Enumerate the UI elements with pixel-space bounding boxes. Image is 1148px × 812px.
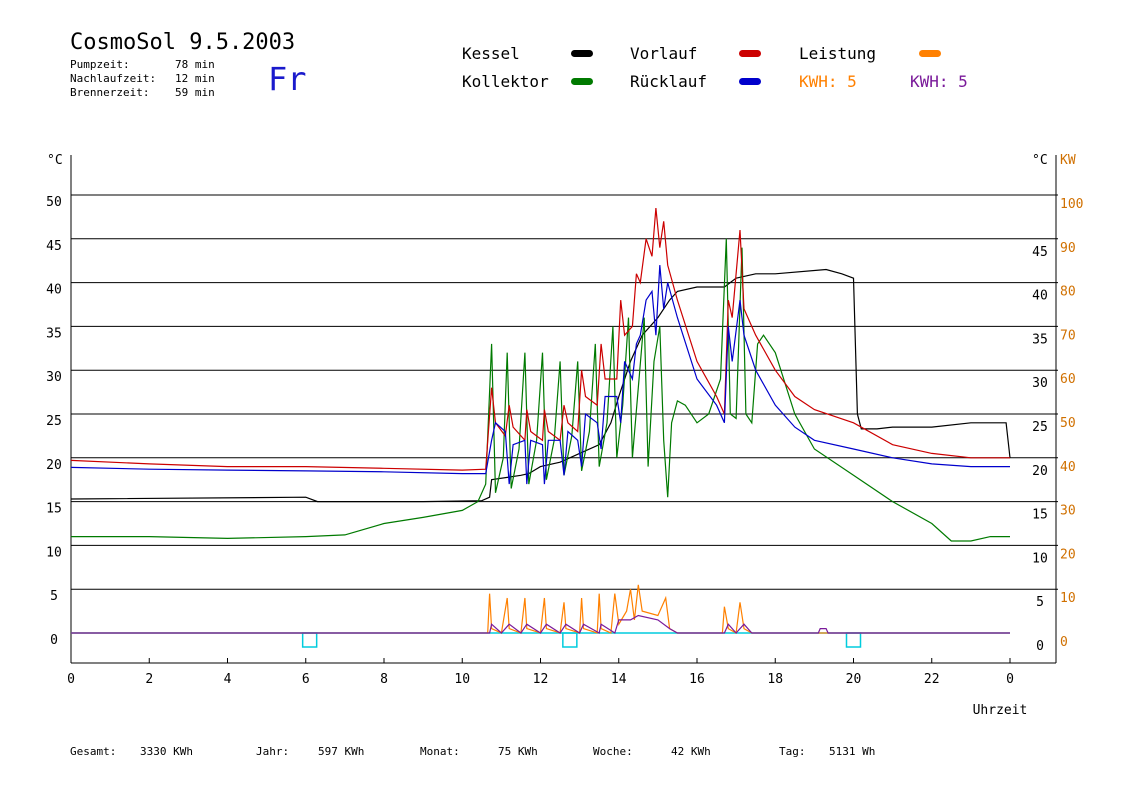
y-tick-kw-50: 50 — [1060, 416, 1076, 431]
y-tick-left-50: 50 — [46, 195, 62, 210]
legend-ruecklauf-swatch — [739, 78, 761, 85]
y-tick-right-40: 40 — [1032, 289, 1048, 304]
x-tick-label-1: 2 — [145, 672, 153, 687]
x-tick-label-11: 22 — [924, 672, 940, 687]
brennerzeit-label: Brennerzeit: — [70, 86, 150, 99]
xlabel: Uhrzeit — [973, 703, 1028, 718]
pumpzeit-label: Pumpzeit: — [70, 58, 130, 71]
ylabel-right-c: °C — [1032, 153, 1048, 168]
pump-marker-1 — [562, 632, 578, 648]
y-tick-kw-60: 60 — [1060, 372, 1076, 387]
x-tick-label-6: 12 — [533, 672, 549, 687]
footer-jahr-label: Jahr: — [256, 745, 290, 758]
legend-kwh-purple: KWH: 5 — [910, 72, 968, 91]
y-tick-left-0: 0 — [50, 633, 58, 648]
y-tick-kw-100: 100 — [1060, 197, 1083, 212]
x-tick-label-9: 18 — [767, 672, 783, 687]
legend-vorlauf: Vorlauf — [630, 44, 698, 63]
legend-kollektor: Kollektor — [462, 72, 549, 91]
chart-title: CosmoSol 9.5.2003 — [70, 30, 296, 55]
ylabel-right-kw: KW — [1060, 153, 1076, 168]
series-line-5 — [71, 614, 1010, 634]
y-tick-kw-80: 80 — [1060, 285, 1076, 300]
footer-gesamt-value: 3330 KWh — [140, 745, 193, 758]
footer-woche-value: 42 KWh — [671, 745, 711, 758]
legend-vorlauf-swatch — [739, 50, 761, 57]
brennerzeit-value: 59 min — [175, 86, 215, 99]
footer-jahr-value: 597 KWh — [318, 745, 365, 758]
y-tick-left-40: 40 — [46, 283, 62, 298]
nachlaufzeit-label: Nachlaufzeit: — [70, 72, 157, 85]
y-tick-right-10: 10 — [1032, 551, 1048, 566]
series-line-3 — [70, 265, 1010, 485]
y-tick-kw-90: 90 — [1060, 241, 1076, 256]
series-line-4 — [71, 584, 1010, 634]
legend-leistung-swatch — [919, 50, 941, 57]
y-tick-kw-40: 40 — [1060, 460, 1076, 475]
footer-monat-label: Monat: — [420, 745, 460, 758]
y-tick-kw-30: 30 — [1060, 504, 1076, 519]
y-tick-left-45: 45 — [46, 239, 62, 254]
legend-kessel-swatch — [571, 50, 593, 57]
legend-kollektor-swatch — [571, 78, 593, 85]
ylabel-left: °C — [47, 153, 63, 168]
footer-monat-value: 75 KWh — [498, 745, 538, 758]
y-tick-right-0: 0 — [1036, 639, 1044, 654]
y-tick-right-20: 20 — [1032, 464, 1048, 479]
legend-kessel: Kessel — [462, 44, 520, 63]
y-tick-right-5: 5 — [1036, 595, 1044, 610]
y-tick-right-45: 45 — [1032, 245, 1048, 260]
x-tick-label-5: 10 — [454, 672, 470, 687]
series-line-1 — [71, 238, 1010, 542]
footer-gesamt-label: Gesamt: — [70, 745, 117, 758]
weekday-label: Fr — [268, 60, 307, 98]
y-tick-left-20: 20 — [46, 458, 62, 473]
x-tick-label-0: 0 — [67, 672, 75, 687]
x-tick-label-3: 6 — [302, 672, 310, 687]
y-tick-kw-10: 10 — [1060, 591, 1076, 606]
x-tick-label-10: 20 — [846, 672, 862, 687]
x-tick-label-12: 0 — [1006, 672, 1014, 687]
x-tick-label-7: 14 — [611, 672, 627, 687]
y-tick-left-25: 25 — [46, 414, 62, 429]
y-tick-left-10: 10 — [46, 545, 62, 560]
pump-marker-0 — [301, 632, 318, 648]
legend-leistung: Leistung — [799, 44, 877, 63]
nachlaufzeit-value: 12 min — [175, 72, 215, 85]
y-tick-right-15: 15 — [1032, 508, 1048, 523]
pumpzeit-value: 78 min — [175, 58, 215, 71]
y-tick-right-30: 30 — [1032, 376, 1048, 391]
series-line-2 — [70, 208, 1010, 471]
y-tick-kw-0: 0 — [1060, 635, 1068, 650]
legend-kwh-orange: KWH: 5 — [799, 72, 857, 91]
footer-woche-label: Woche: — [593, 745, 633, 758]
y-tick-left-35: 35 — [46, 326, 62, 341]
y-tick-left-30: 30 — [46, 370, 62, 385]
x-tick-label-8: 16 — [689, 672, 705, 687]
footer-tag-label: Tag: — [779, 745, 806, 758]
pump-marker-2 — [845, 632, 862, 648]
x-tick-label-4: 8 — [380, 672, 388, 687]
y-tick-kw-20: 20 — [1060, 547, 1076, 562]
legend-ruecklauf: Rücklauf — [630, 72, 708, 91]
y-tick-left-15: 15 — [46, 502, 62, 517]
y-tick-kw-70: 70 — [1060, 328, 1076, 343]
footer-tag-value: 5131 Wh — [829, 745, 876, 758]
x-tick-label-2: 4 — [224, 672, 232, 687]
y-tick-right-35: 35 — [1032, 332, 1048, 347]
y-tick-left-5: 5 — [50, 589, 58, 604]
y-tick-right-25: 25 — [1032, 420, 1048, 435]
